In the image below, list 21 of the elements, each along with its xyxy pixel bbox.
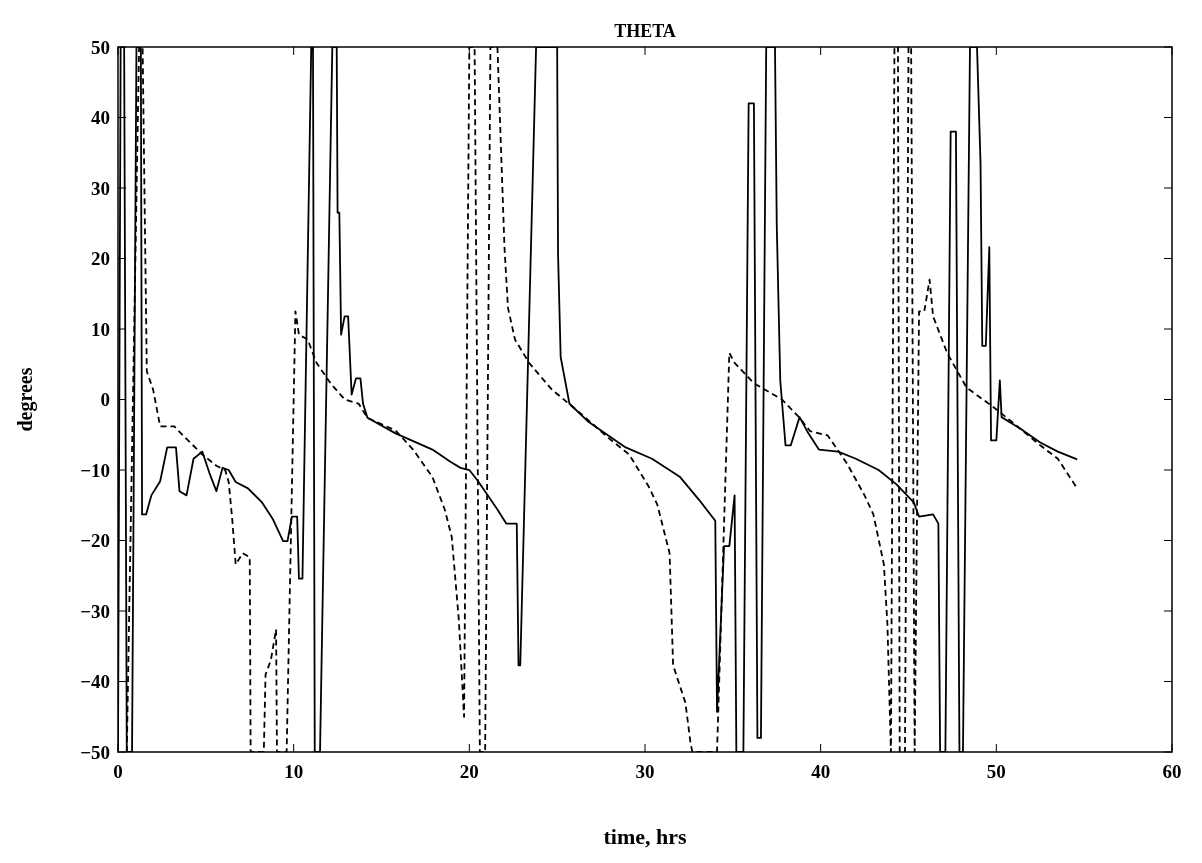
x-tick-label: 10 (284, 761, 304, 782)
y-tick-label: 20 (91, 248, 110, 270)
y-tick-label: −10 (80, 459, 110, 481)
y-axis-title: degrees (14, 367, 37, 432)
y-tick-label: −40 (80, 671, 110, 693)
x-tick-label: 40 (811, 761, 831, 782)
y-tick-label: −50 (80, 741, 110, 763)
x-axis-title: time, hrs (603, 824, 687, 849)
x-tick-label: 50 (986, 761, 1006, 782)
y-tick-label: −30 (80, 600, 110, 622)
chart-title: THETA (614, 21, 676, 41)
x-tick-label: 30 (635, 761, 655, 782)
y-tick-label: 30 (91, 177, 110, 199)
x-tick-label: 0 (113, 761, 123, 782)
y-tick-label: 10 (91, 318, 110, 340)
x-tick-label: 20 (459, 761, 479, 782)
y-tick-label: −20 (80, 530, 110, 552)
y-tick-label: 0 (100, 389, 110, 411)
y-tick-label: 50 (91, 36, 110, 58)
y-tick-label: 40 (91, 107, 110, 129)
x-tick-label: 60 (1162, 761, 1182, 782)
